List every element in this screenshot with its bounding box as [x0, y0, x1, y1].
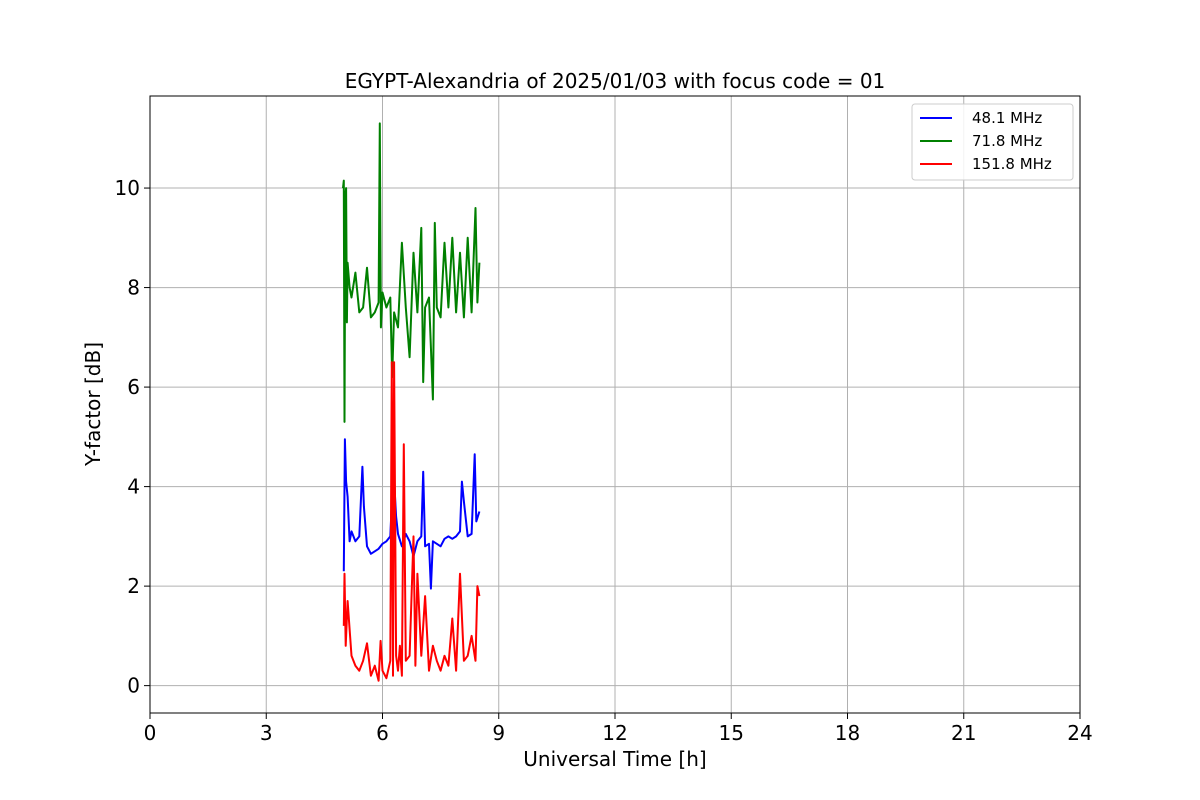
x-tick-label: 3 — [260, 721, 273, 745]
x-axis-label: Universal Time [h] — [523, 747, 706, 771]
y-tick-label: 10 — [115, 176, 140, 200]
x-tick-label: 15 — [719, 721, 744, 745]
series-layer — [342, 122, 481, 682]
y-tick-label: 4 — [127, 475, 140, 499]
y-tick-label: 8 — [127, 276, 140, 300]
x-tick-label: 12 — [602, 721, 627, 745]
y-tick-label: 0 — [127, 674, 140, 698]
y-tick-label: 2 — [127, 574, 140, 598]
legend-box — [911, 103, 1074, 181]
legend-entry-label: 151.8 MHz — [972, 155, 1052, 173]
x-tick-label: 6 — [376, 721, 389, 745]
x-tick-label: 18 — [835, 721, 860, 745]
x-tick-label: 21 — [951, 721, 976, 745]
x-tick-label: 24 — [1067, 721, 1092, 745]
y-tick-label: 6 — [127, 375, 140, 399]
chart-title: EGYPT-Alexandria of 2025/01/03 with focu… — [345, 69, 886, 93]
x-tick-label: 9 — [492, 721, 505, 745]
series-line-151-8-mhz — [342, 361, 481, 682]
y-axis-label: Y-factor [dB] — [81, 342, 105, 467]
legend-entry-label: 48.1 MHz — [972, 109, 1042, 127]
x-tick-label: 0 — [144, 721, 157, 745]
legend-entry-label: 71.8 MHz — [972, 132, 1042, 150]
series-line-48-1-mhz — [342, 438, 481, 590]
legend: 48.1 MHz 71.8 MHz 151.8 MHz — [911, 103, 1074, 181]
series-line-71-8-mhz — [342, 122, 481, 423]
